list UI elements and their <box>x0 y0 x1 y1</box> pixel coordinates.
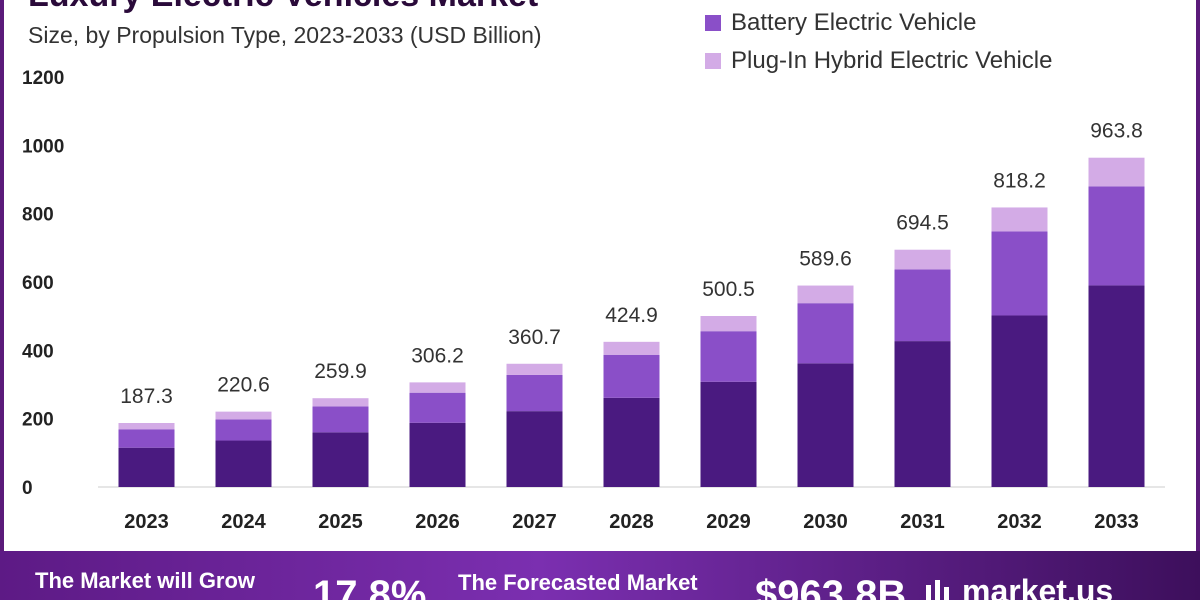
data-label-2028: 424.9 <box>605 304 658 327</box>
bar-segment-2032-s1 <box>991 231 1048 316</box>
x-tick-label-2023: 2023 <box>124 511 169 533</box>
y-tick-label: 600 <box>22 273 54 294</box>
bar-segment-2031-s1 <box>894 269 951 342</box>
data-label-2027: 360.7 <box>508 326 561 349</box>
bar-segment-2033-s2 <box>1088 157 1145 187</box>
bar-segment-2028-s0 <box>603 397 660 487</box>
x-tick-label-2033: 2033 <box>1094 511 1139 533</box>
x-tick-label-2029: 2029 <box>706 511 751 533</box>
bar-segment-2030-s1 <box>797 303 854 364</box>
bar-segment-2026-s1 <box>409 392 466 423</box>
stacked-bar-chart: 0 200 400 600 800 1000 1200 187.3 2023 220.6 2024 2… <box>22 68 1165 533</box>
x-tick-label-2028: 2028 <box>609 511 654 533</box>
y-tick-label: 400 <box>22 341 54 362</box>
legend-item-bev: Battery Electric Vehicle <box>705 4 1052 42</box>
bar-segment-2024-s0 <box>215 440 272 487</box>
legend-swatch-phev <box>705 53 721 69</box>
y-tick-label: 800 <box>22 205 54 226</box>
chart-subtitle: Size, by Propulsion Type, 2023-2033 (USD… <box>28 22 542 48</box>
x-tick-label-2026: 2026 <box>415 511 460 533</box>
bar-segment-2026-s2 <box>409 382 466 393</box>
bar-segment-2024-s2 <box>215 411 272 420</box>
bar-segment-2031-s0 <box>894 341 951 487</box>
footer-brand: market.us <box>962 573 1114 600</box>
data-label-2029: 500.5 <box>702 278 755 301</box>
bar-segment-2023-s2 <box>118 423 175 430</box>
bar-segment-2024-s1 <box>215 419 272 441</box>
x-tick-label-2027: 2027 <box>512 511 557 533</box>
x-tick-label-2024: 2024 <box>221 511 266 533</box>
footer-banner: The Market will Grow 17.8% The Forecaste… <box>0 551 1200 600</box>
bar-segment-2030-s0 <box>797 363 854 487</box>
x-tick-label-2032: 2032 <box>997 511 1042 533</box>
legend-label-phev: Plug-In Hybrid Electric Vehicle <box>731 47 1053 74</box>
legend: Battery Electric Vehicle Plug-In Hybrid … <box>705 4 1052 80</box>
data-label-2026: 306.2 <box>411 344 464 367</box>
bar-segment-2025-s0 <box>312 432 369 487</box>
bar-segment-2032-s0 <box>991 315 1048 487</box>
y-tick-label: 0 <box>22 478 33 499</box>
bar-segment-2025-s2 <box>312 398 369 407</box>
footer-grow-text: The Market will Grow <box>35 568 256 593</box>
x-tick-label-2031: 2031 <box>900 511 945 533</box>
bar-segment-2026-s0 <box>409 422 466 487</box>
bar-segment-2027-s1 <box>506 374 563 412</box>
footer-cagr-value: 17.8% <box>313 573 427 600</box>
bar-segment-2031-s2 <box>894 249 951 270</box>
chart-title: Luxury Electric Vehicles Market <box>28 0 538 15</box>
bar-segment-2027-s2 <box>506 363 563 375</box>
x-tick-label-2030: 2030 <box>803 511 848 533</box>
data-label-2031: 694.5 <box>896 212 949 235</box>
data-label-2023: 187.3 <box>120 385 173 408</box>
data-label-2024: 220.6 <box>217 374 270 397</box>
bar-segment-2025-s1 <box>312 406 369 433</box>
bar-segment-2033-s0 <box>1088 285 1145 487</box>
footer-forecast-text: The Forecasted Market <box>458 570 698 595</box>
y-tick-label: 1000 <box>22 136 64 157</box>
y-tick-label: 1200 <box>22 68 64 89</box>
bar-segment-2033-s1 <box>1088 186 1145 286</box>
bar-segment-2032-s2 <box>991 207 1048 232</box>
bar-segment-2029-s0 <box>700 381 757 487</box>
brand-logo-icon <box>926 580 949 600</box>
legend-swatch-bev <box>705 15 721 31</box>
bar-segment-2028-s1 <box>603 354 660 398</box>
bar-segment-2029-s2 <box>700 315 757 332</box>
bar-segment-2023-s0 <box>118 447 175 487</box>
data-label-2032: 818.2 <box>993 169 1046 192</box>
bar-segment-2030-s2 <box>797 285 854 304</box>
bar-segment-2028-s2 <box>603 341 660 355</box>
x-tick-label-2025: 2025 <box>318 511 363 533</box>
data-label-2033: 963.8 <box>1090 120 1143 143</box>
bar-segment-2027-s0 <box>506 411 563 487</box>
legend-label-bev: Battery Electric Vehicle <box>731 9 977 36</box>
y-tick-label: 200 <box>22 410 54 431</box>
bar-segment-2029-s1 <box>700 331 757 382</box>
data-label-2025: 259.9 <box>314 360 367 383</box>
bar-segment-2023-s1 <box>118 429 175 448</box>
footer-forecast-value: $963.8B <box>755 573 907 600</box>
legend-item-phev: Plug-In Hybrid Electric Vehicle <box>705 42 1052 80</box>
data-label-2030: 589.6 <box>799 248 852 271</box>
